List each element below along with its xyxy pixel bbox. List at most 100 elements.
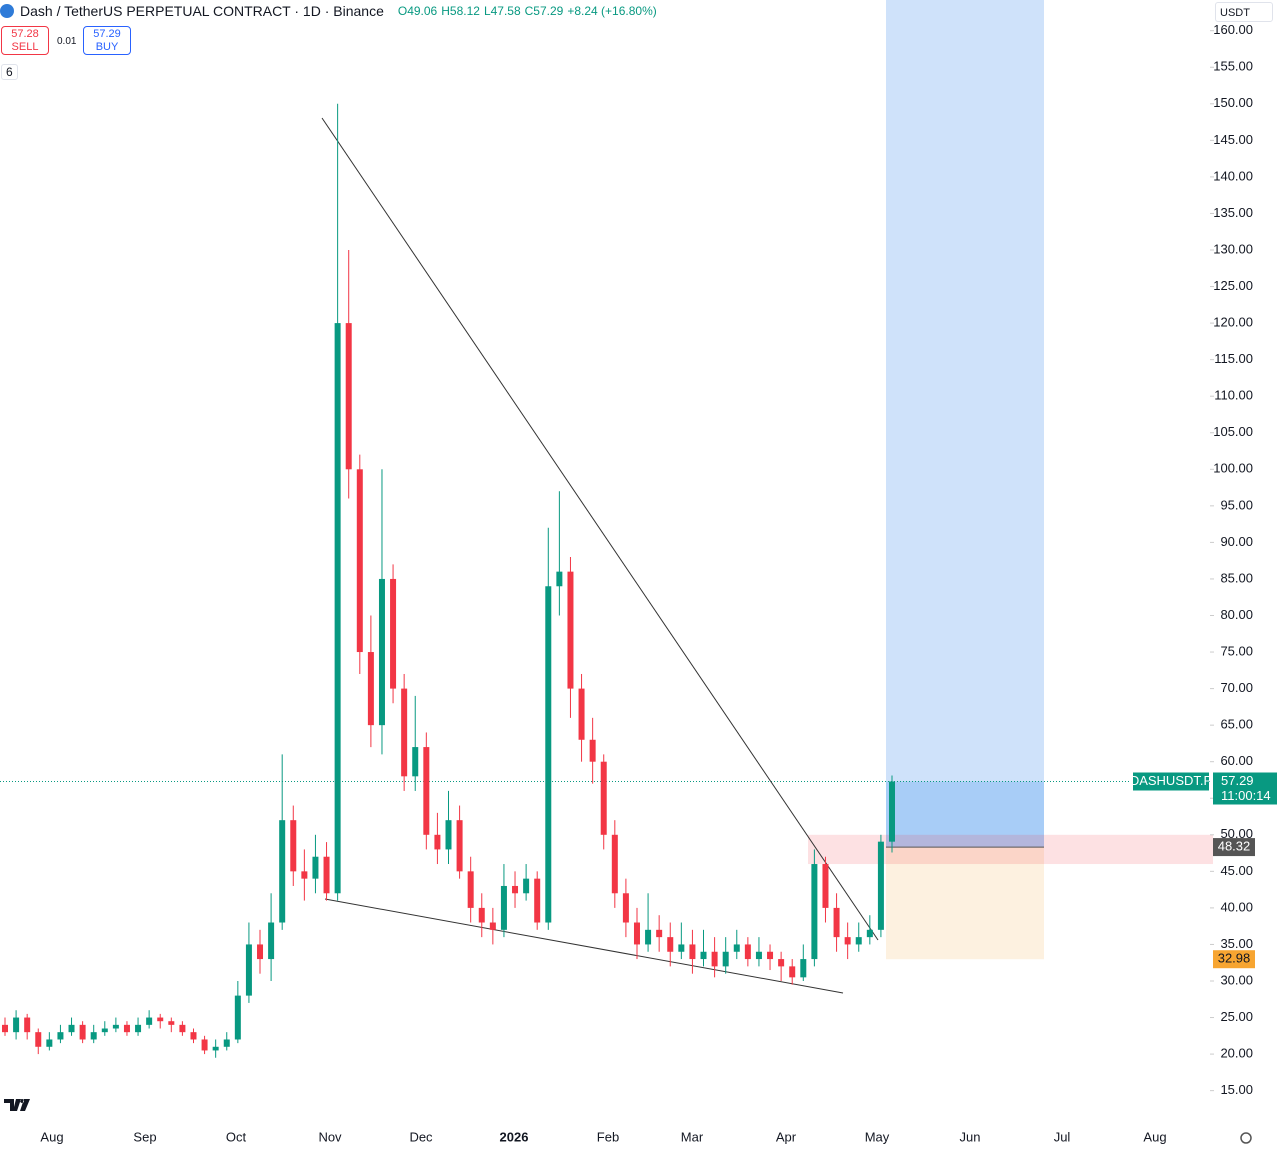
- symbol-tag: [1133, 772, 1209, 791]
- candle-body: [279, 820, 286, 923]
- indicators-toggle[interactable]: 6: [1, 64, 18, 80]
- candles: [2, 103, 895, 1058]
- header: Dash / TetherUS PERPETUAL CONTRACT · 1D …: [0, 0, 657, 22]
- stop-zone: [886, 847, 1044, 960]
- candle-body: [245, 944, 252, 996]
- currency-select[interactable]: USDT: [1215, 2, 1273, 22]
- candle-body: [378, 578, 385, 726]
- candle-body: [711, 951, 718, 967]
- candle-body: [456, 820, 463, 872]
- ohlc-value: +8.24 (+16.80%): [567, 4, 657, 18]
- candle-body: [123, 1024, 130, 1033]
- ohlc: O49.06 H58.12 L47.58 C57.29 +8.24 (+16.80%): [398, 4, 657, 18]
- candle-body: [46, 1039, 53, 1047]
- y-tick-label: 135.00: [1213, 205, 1253, 220]
- y-tick-label: 130.00: [1213, 241, 1253, 256]
- candle-body: [257, 944, 264, 960]
- y-tick-label: 110.00: [1214, 388, 1253, 403]
- candle-body: [512, 885, 519, 894]
- indicators-count: 6: [6, 65, 13, 79]
- y-tick-label: 115.00: [1214, 351, 1253, 366]
- candle-body: [844, 937, 851, 945]
- candle-body: [889, 781, 895, 842]
- symbol: Dash / TetherUS PERPETUAL CONTRACT · 1D …: [20, 3, 384, 19]
- candle-body: [390, 578, 397, 689]
- x-tick-label: Apr: [776, 1129, 797, 1144]
- y-tick-label: 160.00: [1213, 22, 1253, 37]
- spread: 0.01: [57, 36, 77, 47]
- stop-tag-text: 32.98: [1218, 951, 1251, 966]
- x-tick-label: 2026: [500, 1129, 529, 1144]
- price-tag-text: 57.29: [1221, 773, 1254, 788]
- y-tick-label: 40.00: [1220, 899, 1253, 914]
- candle-body: [789, 966, 796, 978]
- settings-icon[interactable]: [1240, 1132, 1252, 1144]
- candle-body: [168, 1021, 175, 1025]
- y-tick-label: 30.00: [1220, 972, 1253, 987]
- entry-tag-text: 48.32: [1218, 839, 1251, 854]
- y-tick-label: 60.00: [1220, 753, 1253, 768]
- candle-body: [146, 1017, 153, 1025]
- candle-body: [345, 323, 352, 470]
- candle-body: [866, 929, 873, 938]
- candle-body: [556, 571, 563, 587]
- candle-body: [423, 747, 430, 835]
- candle-body: [312, 856, 319, 879]
- candle-body: [678, 944, 685, 952]
- x-tick-label: May: [865, 1129, 890, 1144]
- candle-body: [700, 951, 707, 960]
- candle-body: [179, 1024, 186, 1033]
- symbol-icon: [0, 4, 14, 18]
- y-tick-label: 35.00: [1220, 936, 1253, 951]
- y-tick-label: 45.00: [1220, 863, 1253, 878]
- x-tick-label: Dec: [409, 1129, 433, 1144]
- x-tick-label: Aug: [40, 1129, 63, 1144]
- x-tick-label: Oct: [226, 1129, 247, 1144]
- candle-body: [622, 893, 629, 923]
- x-tick-label: Aug: [1143, 1129, 1166, 1144]
- candle-body: [24, 1017, 31, 1033]
- candle-body: [212, 1046, 219, 1051]
- ohlc-value: H58.12: [441, 4, 480, 18]
- candle-body: [778, 959, 785, 967]
- x-tick-label: Jun: [960, 1129, 981, 1144]
- y-tick-label: 150.00: [1213, 95, 1253, 110]
- entry-tag: [1213, 838, 1255, 857]
- buy-button[interactable]: 57.29 BUY: [83, 26, 131, 55]
- y-tick-label: 80.00: [1220, 607, 1253, 622]
- y-tick-label: 70.00: [1220, 680, 1253, 695]
- y-tick-label: 95.00: [1220, 497, 1253, 512]
- y-tick-label: 15.00: [1220, 1082, 1253, 1097]
- trend-line: [324, 898, 844, 994]
- candle-body: [545, 586, 552, 923]
- candle-body: [57, 1032, 64, 1040]
- candle-body: [301, 871, 308, 879]
- candle-body: [744, 944, 751, 960]
- axes: 15.00 20.00 25.00 30.00 35.00 40.00 45.00 50.00…: [40, 22, 1277, 1144]
- x-tick-label: Mar: [681, 1129, 704, 1144]
- sell-button[interactable]: 57.28 SELL: [1, 26, 49, 55]
- y-tick-label: 65.00: [1220, 717, 1253, 732]
- symbol-tag-text: DASHUSDT.P: [1130, 773, 1212, 788]
- profit-zone: [886, 781, 1044, 848]
- candle-body: [412, 747, 419, 777]
- candle-body: [323, 856, 330, 894]
- candle-body: [234, 995, 241, 1040]
- candle-body: [334, 323, 341, 894]
- candle-body: [290, 820, 297, 872]
- logo: [4, 1099, 30, 1111]
- candle-body: [367, 652, 374, 726]
- buy-label: BUY: [95, 41, 119, 53]
- candle-body: [467, 871, 474, 908]
- candle-body: [90, 1032, 97, 1040]
- candle-body: [800, 959, 807, 978]
- y-tick-label: 155.00: [1213, 59, 1253, 74]
- candle-body: [2, 1024, 8, 1033]
- candle-body: [633, 922, 640, 945]
- x-tick-label: Jul: [1054, 1129, 1071, 1144]
- price-tag: [1213, 772, 1277, 805]
- candle-body: [767, 951, 774, 960]
- candle-body: [722, 951, 729, 967]
